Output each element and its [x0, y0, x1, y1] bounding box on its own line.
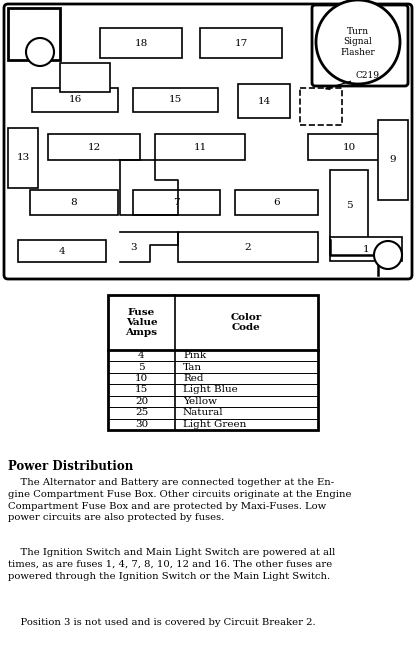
Text: 20: 20: [135, 397, 148, 406]
Bar: [330, 170, 368, 240]
Bar: [300, 88, 342, 125]
Text: 12: 12: [87, 143, 101, 151]
Text: Tan: Tan: [183, 363, 202, 372]
Text: 18: 18: [134, 39, 148, 47]
Text: Light Blue: Light Blue: [183, 386, 238, 395]
Bar: [108, 295, 318, 430]
Circle shape: [374, 241, 402, 269]
Text: Yellow: Yellow: [183, 397, 217, 406]
Bar: [18, 240, 106, 262]
Text: 2: 2: [245, 243, 251, 251]
FancyBboxPatch shape: [4, 4, 412, 279]
Text: 15: 15: [169, 95, 182, 105]
Bar: [133, 88, 218, 112]
Bar: [200, 28, 282, 58]
Text: Color
Code: Color Code: [231, 313, 262, 332]
Text: The Ignition Switch and Main Light Switch are powered at all
times, as are fuses: The Ignition Switch and Main Light Switc…: [8, 548, 335, 580]
Text: 9: 9: [390, 155, 396, 164]
Text: 6: 6: [273, 198, 280, 207]
Text: 10: 10: [342, 143, 356, 151]
Circle shape: [316, 0, 400, 84]
Bar: [48, 134, 140, 160]
FancyBboxPatch shape: [312, 5, 408, 86]
Text: 5: 5: [346, 201, 352, 209]
Bar: [238, 84, 290, 118]
Text: Red: Red: [183, 374, 203, 383]
Text: Position 3 is not used and is covered by Circuit Breaker 2.: Position 3 is not used and is covered by…: [8, 618, 316, 627]
Text: 13: 13: [16, 153, 30, 163]
Text: 11: 11: [193, 143, 207, 151]
Text: 4: 4: [138, 351, 145, 360]
Text: Fuse
Value
Amps: Fuse Value Amps: [126, 307, 158, 338]
Text: Natural: Natural: [183, 409, 224, 417]
Bar: [30, 190, 118, 215]
Text: 5: 5: [138, 363, 145, 372]
Bar: [155, 134, 245, 160]
Text: Pink: Pink: [183, 351, 206, 360]
Text: C219: C219: [326, 72, 380, 89]
Text: The Alternator and Battery are connected together at the En-
gine Compartment Fu: The Alternator and Battery are connected…: [8, 478, 352, 522]
Circle shape: [26, 38, 54, 66]
Text: 30: 30: [135, 420, 148, 429]
Text: 10: 10: [135, 374, 148, 383]
Bar: [133, 190, 220, 215]
Text: 4: 4: [59, 247, 65, 255]
Text: 3: 3: [131, 243, 137, 253]
Text: 25: 25: [135, 409, 148, 417]
Bar: [60, 63, 110, 92]
Text: Power Distribution: Power Distribution: [8, 460, 133, 473]
Bar: [8, 8, 60, 60]
Text: 15: 15: [135, 386, 148, 395]
Text: 1: 1: [363, 245, 369, 253]
Text: 8: 8: [71, 198, 77, 207]
Text: 17: 17: [234, 39, 248, 47]
Bar: [8, 128, 38, 188]
Text: 14: 14: [258, 97, 271, 105]
Text: Light Green: Light Green: [183, 420, 246, 429]
Bar: [308, 134, 390, 160]
Bar: [178, 232, 318, 262]
Text: Turn
Signal
Flasher: Turn Signal Flasher: [341, 27, 375, 57]
Bar: [378, 120, 408, 200]
Text: 16: 16: [68, 95, 82, 105]
Text: 7: 7: [173, 198, 180, 207]
Bar: [330, 237, 402, 261]
Bar: [32, 88, 118, 112]
Bar: [100, 28, 182, 58]
Bar: [235, 190, 318, 215]
